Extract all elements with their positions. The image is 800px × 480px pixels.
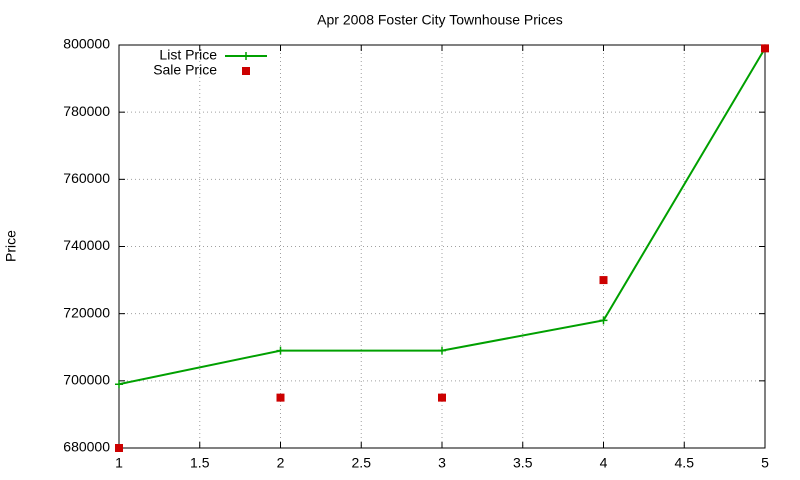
point bbox=[599, 316, 608, 325]
x-tick-label: 2 bbox=[277, 455, 285, 471]
x-tick-label: 3 bbox=[438, 455, 446, 471]
y-tick-label: 780000 bbox=[63, 103, 110, 119]
point bbox=[438, 393, 446, 402]
point bbox=[761, 44, 769, 53]
x-tick-label: 1.5 bbox=[190, 455, 210, 471]
point bbox=[438, 346, 446, 355]
y-tick-label: 720000 bbox=[63, 304, 110, 320]
x-tick-label: 1 bbox=[115, 455, 123, 471]
chart-title: Apr 2008 Foster City Townhouse Prices bbox=[317, 12, 563, 28]
x-tick-label: 3.5 bbox=[513, 455, 533, 471]
y-tick-label: 800000 bbox=[63, 36, 110, 52]
legend-marker bbox=[242, 52, 250, 60]
x-tick-label: 4 bbox=[600, 455, 608, 471]
y-axis-label: Price bbox=[3, 230, 19, 262]
point bbox=[276, 393, 285, 402]
x-tick-label: 4.5 bbox=[675, 455, 695, 471]
x-tick-label: 2.5 bbox=[352, 455, 372, 471]
y-tick-label: 760000 bbox=[63, 170, 110, 186]
x-tick-label: 5 bbox=[761, 455, 769, 471]
y-tick-label: 680000 bbox=[63, 439, 110, 455]
point bbox=[115, 380, 123, 389]
y-tick-label: 700000 bbox=[63, 372, 110, 388]
plot-border bbox=[118, 44, 766, 449]
legend-marker bbox=[242, 67, 250, 75]
legend-label: Sale Price bbox=[153, 62, 217, 78]
point bbox=[115, 444, 123, 452]
point bbox=[599, 276, 608, 285]
y-tick-label: 740000 bbox=[63, 237, 110, 253]
point bbox=[276, 346, 285, 355]
legend-label: List Price bbox=[159, 47, 217, 63]
